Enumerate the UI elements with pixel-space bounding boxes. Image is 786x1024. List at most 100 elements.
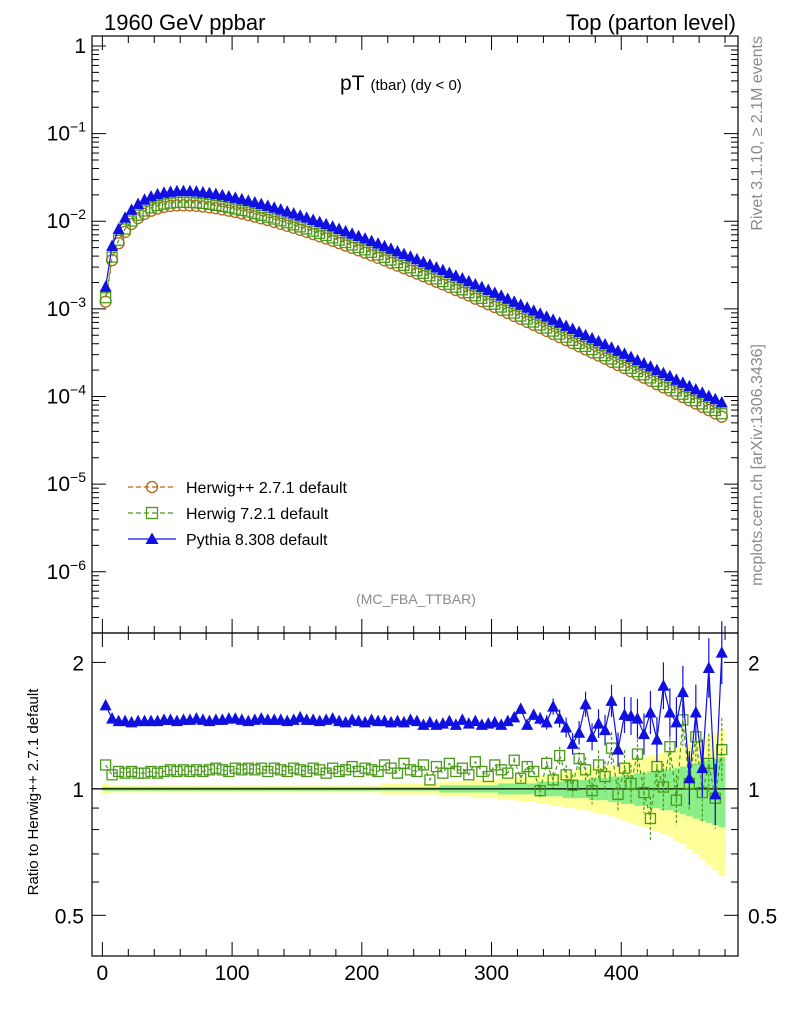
herwig7-ratio-point [579,764,592,776]
herwig7-point [326,232,339,244]
herwig7-ratio-point [365,764,378,776]
pythia-point [333,222,346,234]
ratio-plot: 2 2 1 1 0.5 0.5 0 100 200 300 400 Ratio to Herwig+… [25,621,777,985]
x-tick-label: 400 [604,962,639,985]
pythia-point [397,247,410,260]
pythia-point [482,283,495,296]
herwig7-point [489,298,501,310]
herwig7-point [275,215,287,227]
herwig7-ratio-point [541,757,553,770]
pythia-point [527,304,540,316]
herwig7-point [268,213,280,225]
pythia-point [696,386,709,398]
pythia-point [294,209,307,221]
pythia-point [715,396,728,408]
pythia-ratio-point [715,646,728,658]
herwig7-ratio-point [553,749,566,762]
pythia-point [650,363,663,376]
herwig7-ratio-point [197,765,209,778]
herwig7-ratio-point [424,774,436,786]
ratio-plot-axes: 2 2 1 1 0.5 0.5 0 100 200 300 400 [55,633,777,985]
pythia-ratio-point [696,761,709,774]
pythia-point [378,239,391,252]
pythia-ratio-point [676,685,689,698]
herwig7-point [216,200,229,213]
herwig7-point [437,275,449,288]
ratio-y-tick-label: 0.5 [55,905,84,928]
herwig7-ratio-point [112,765,125,778]
pythia-point [573,325,586,338]
pythia-ratio-point [683,771,696,784]
herwig7-ratio-point [229,762,241,774]
herwig7-ratio-point [612,788,624,801]
ratio-y-tick-label-right: 0.5 [748,905,777,928]
herwig7-ratio-point [417,759,430,771]
y-tick-label: 10−6 [47,557,87,584]
herwig7-point [197,197,209,210]
analysis-tag: (MC_FBA_TTBAR) [356,591,476,607]
herwig7-ratio-point [592,759,605,771]
pythia-point [112,222,125,235]
pythia-ratio-point [702,661,715,673]
pythia-point [624,350,637,363]
ratio-y-tick-label: 2 [72,652,84,675]
main-plot-points [99,184,728,423]
herwig7-ratio-point [145,765,157,778]
legend-entry-herwigpp: Herwig++ 2.7.1 default [128,480,348,497]
pythia-ratio-point [637,727,650,740]
main-plot-axes: 1 10−1 10−2 10−3 10−4 10−5 10−6 [47,35,738,634]
herwig7-ratio-point [99,759,112,771]
x-tick-label: 100 [215,962,250,985]
herwig7-point [528,316,540,328]
herwig7-ratio-point [411,765,423,778]
herwig7-point [456,284,468,296]
header-left: 1960 GeV ppbar [104,10,265,35]
herwig7-ratio-point [456,762,468,774]
herwig7-point [190,197,203,209]
pythia-ratio-point [456,713,469,725]
pythia-point [553,316,566,328]
pythia-point [274,203,287,215]
herwig7-ratio-point [482,770,494,783]
herwig7-ratio-point [631,748,644,760]
pythia-ratio-point [644,705,657,718]
pythia-ratio-point [508,710,521,723]
pythia-point [307,213,320,225]
herwig7-point [547,325,559,337]
herwig7-point [469,290,481,302]
herwig7-point [677,388,689,400]
pythia-ratio-point [605,694,618,706]
pythia-ratio-point [488,715,501,728]
uncertainty-band-green [679,766,687,815]
pythia-ratio-point [410,714,423,727]
main-plot-title: pT (tbar) (dy < 0) [340,72,462,95]
uncertainty-band-green [692,763,700,819]
x-tick-label: 200 [344,962,379,985]
pythia-point [676,376,689,388]
pythia-point [430,261,443,273]
herwig7-point [495,301,507,313]
herwig7-ratio-point [437,767,449,779]
herwig7-ratio-point [618,762,631,774]
herwig7-ratio-point [268,762,280,774]
pythia-ratio-point [501,714,514,727]
pythia-ratio-point [449,718,462,730]
herwig7-ratio-point [151,767,164,779]
pythia-ratio-point [689,705,702,718]
herwig7-point [294,221,306,233]
herwig7-point [703,401,715,413]
pythia-ratio-point [592,717,605,729]
herwig7-point [586,343,598,356]
herwig7-point [314,227,326,240]
herwig7-ratio-point [502,767,514,779]
pythia-point [132,197,145,210]
herwig7-ratio-point [352,765,365,778]
ratio-plot-frame [91,632,739,957]
herwig7-point [541,322,553,334]
herwig7-ratio-point [171,765,183,778]
pythia-point [138,193,151,205]
pythia-ratio-point [624,709,637,722]
herwig7-point [566,334,579,346]
y-tick-label: 10−1 [47,119,87,146]
pythia-point [456,272,469,284]
